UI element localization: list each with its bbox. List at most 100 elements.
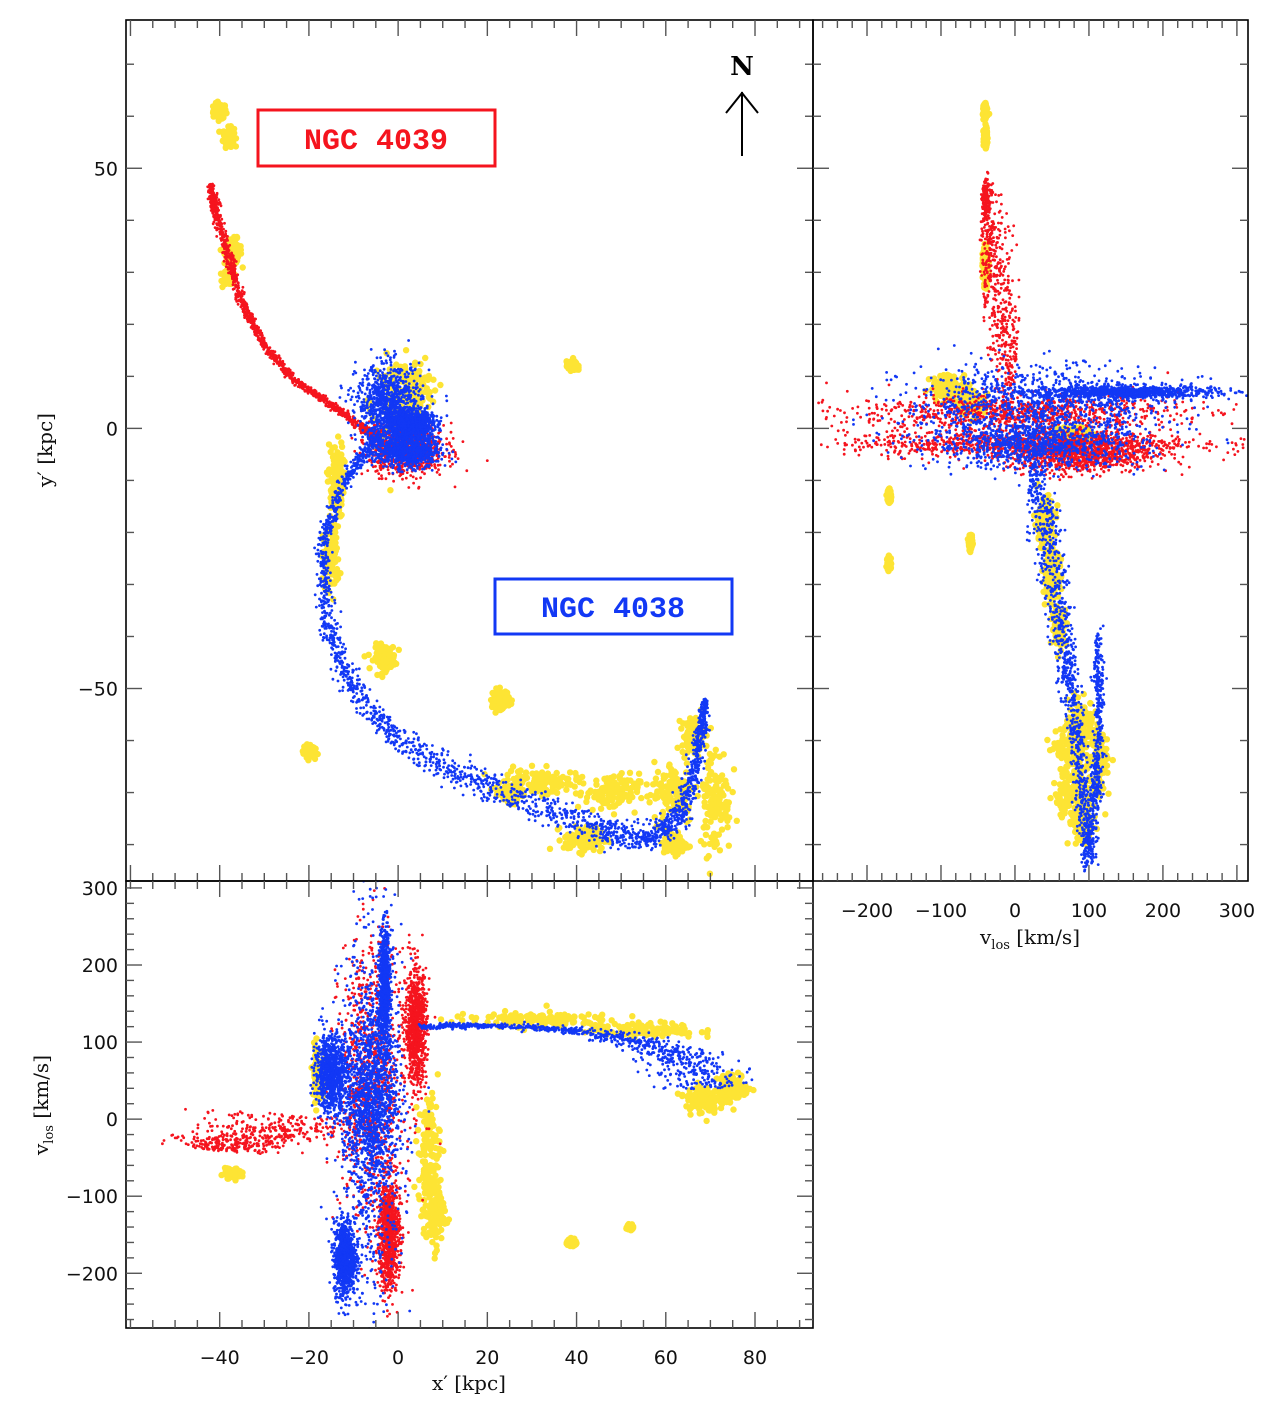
data-point (412, 390, 416, 393)
data-point (270, 352, 274, 356)
data-point (376, 371, 380, 375)
series-hi_observed (209, 98, 740, 877)
data-point (635, 778, 642, 785)
data-point (245, 309, 249, 312)
data-point (301, 382, 305, 386)
data-point (593, 793, 601, 800)
data-point (697, 837, 705, 845)
data-point (353, 403, 356, 406)
data-point (214, 201, 218, 205)
data-point (215, 218, 218, 222)
data-point (329, 409, 332, 412)
data-point (456, 457, 460, 460)
data-point (327, 448, 334, 456)
data-point (670, 798, 677, 806)
data-point (551, 780, 558, 788)
data-point (607, 775, 614, 783)
data-point (711, 752, 719, 759)
data-point (242, 309, 246, 313)
data-point (334, 523, 342, 530)
data-point (665, 787, 672, 794)
data-point (360, 438, 363, 442)
data-point (269, 349, 273, 353)
data-point (718, 826, 726, 833)
data-point (231, 287, 235, 291)
data-point (346, 421, 350, 425)
data-point (643, 781, 650, 788)
data-point (654, 768, 662, 776)
data-point (338, 439, 345, 446)
data-point (412, 379, 416, 383)
data-point (224, 239, 227, 243)
data-point (707, 818, 714, 825)
data-point (333, 565, 341, 573)
data-point (453, 485, 457, 489)
data-point (333, 458, 340, 465)
data-point (449, 430, 453, 434)
data-point (291, 377, 294, 381)
data-point (404, 476, 408, 480)
data-point (224, 229, 228, 233)
data-point (533, 784, 541, 791)
data-point (451, 437, 455, 440)
data-point (219, 204, 223, 208)
data-point (437, 381, 444, 389)
data-point (722, 811, 729, 818)
data-point (329, 454, 337, 461)
data-point (307, 388, 311, 392)
data-point (218, 219, 222, 223)
data-point (449, 445, 453, 448)
data-point (652, 795, 659, 802)
data-point (700, 781, 707, 788)
data-point (274, 360, 278, 363)
data-point (651, 758, 658, 766)
data-point (683, 760, 691, 767)
data-point (349, 398, 353, 401)
data-point (425, 372, 433, 380)
data-point (449, 465, 452, 468)
data-point (711, 843, 718, 850)
data-point (312, 394, 316, 398)
data-point (579, 773, 586, 781)
data-point (327, 405, 330, 408)
data-point (616, 772, 624, 779)
data-point (231, 256, 235, 260)
data-point (377, 477, 381, 480)
data-point (331, 555, 338, 563)
data-point (286, 373, 290, 377)
data-point (237, 289, 241, 293)
data-point (222, 259, 226, 263)
data-point (674, 744, 681, 751)
data-point (332, 539, 339, 547)
data-point (258, 330, 262, 334)
data-point (283, 375, 287, 379)
data-point (562, 840, 569, 847)
data-point (723, 781, 730, 788)
data-point (683, 731, 691, 738)
data-point (438, 463, 442, 467)
data-point (253, 333, 257, 336)
data-point (254, 317, 257, 321)
data-point (236, 302, 240, 306)
data-point (216, 208, 220, 211)
data-point (412, 359, 419, 366)
data-point (215, 196, 219, 199)
data-point (233, 264, 237, 268)
data-point (495, 691, 502, 699)
data-point (401, 477, 404, 481)
data-point (733, 817, 740, 824)
data-point (215, 191, 219, 195)
data-point (493, 685, 500, 692)
data-point (703, 792, 710, 800)
data-point (596, 847, 604, 855)
data-point (272, 362, 276, 366)
data-point (240, 294, 244, 298)
data-point (572, 359, 580, 366)
data-point (618, 785, 625, 792)
data-point (514, 768, 522, 775)
data-point (251, 324, 255, 328)
data-point (525, 781, 532, 788)
data-point (724, 803, 731, 810)
data-point (400, 465, 404, 469)
data-point (666, 792, 673, 799)
